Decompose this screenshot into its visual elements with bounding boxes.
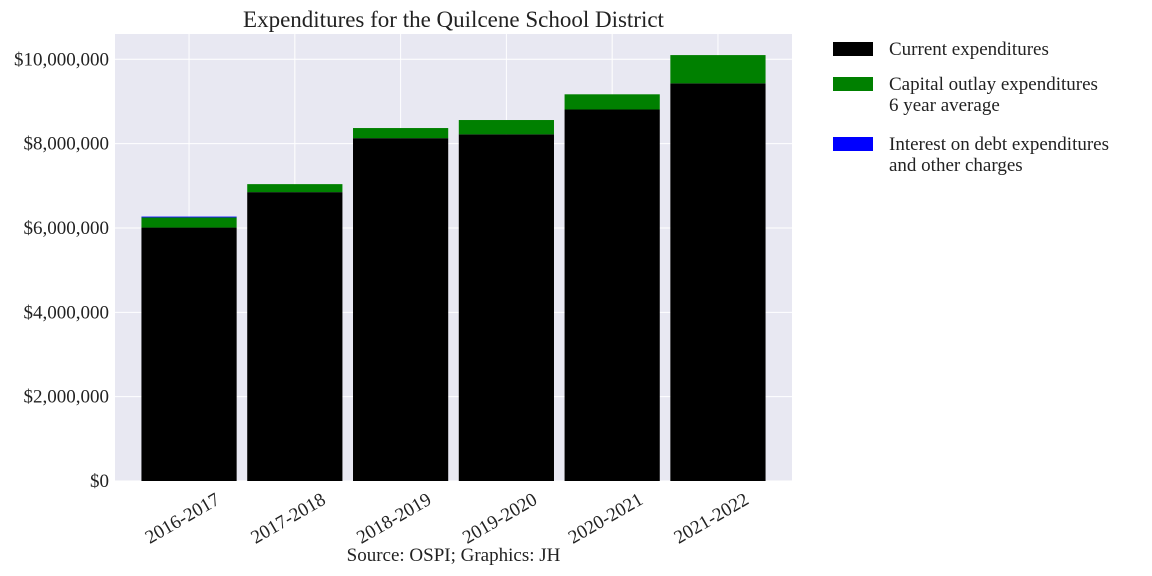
y-tick-label: $8,000,000 (24, 134, 110, 155)
bar-2019-2020-series-1 (458, 120, 554, 135)
legend-swatch (833, 77, 873, 91)
bars (141, 55, 766, 482)
legend: Current expenditures Capital outlay expen… (833, 39, 1109, 176)
x-tick-label: 2017-2018 (248, 489, 330, 548)
x-tick-label: 2016-2017 (142, 489, 224, 548)
bar-2018-2019-series-0 (353, 138, 449, 482)
bar-2020-2021-series-0 (564, 109, 660, 482)
y-tick-label: $2,000,000 (24, 387, 110, 408)
bar-2017-2018-series-1 (247, 184, 343, 193)
y-tick-label: $6,000,000 (24, 218, 110, 239)
legend-label: Current expenditures (889, 39, 1049, 60)
source-note: Source: OSPI; Graphics: JH (347, 545, 561, 566)
x-tick-label: 2021-2022 (671, 489, 753, 548)
bar-2019-2020-series-0 (458, 134, 554, 482)
bar-2021-2022-series-1 (670, 55, 766, 84)
y-tick-label: $10,000,000 (14, 49, 109, 70)
bar-2017-2018-series-0 (247, 192, 343, 482)
x-tick-label: 2018-2019 (353, 489, 435, 548)
bar-2018-2019-series-1 (353, 128, 449, 139)
y-tick-label: $4,000,000 (24, 302, 110, 323)
x-tick-label: 2019-2020 (459, 489, 541, 548)
legend-swatch (833, 42, 873, 56)
legend-swatch (833, 137, 873, 151)
y-axis: $0 $2,000,000 $4,000,000 $6,000,000 $8,000,0… (14, 49, 109, 492)
bar-2020-2021-series-1 (564, 94, 660, 110)
x-tick-label: 2020-2021 (565, 489, 647, 548)
y-tick-label: $0 (90, 471, 109, 492)
bar-2021-2022-series-0 (670, 83, 766, 481)
legend-label: Capital outlay expenditures 6 year averag… (889, 74, 1098, 116)
chart-title: Expenditures for the Quilcene School Dis… (243, 7, 665, 32)
bar-2016-2017-series-2 (141, 216, 237, 218)
bar-2016-2017-series-0 (141, 227, 237, 481)
bar-2016-2017-series-1 (141, 217, 237, 228)
legend-label: Interest on debt expenditures and other c… (889, 134, 1109, 176)
x-axis: 2016-2017 2017-2018 2018-2019 2019-2020 2020… (142, 489, 753, 548)
